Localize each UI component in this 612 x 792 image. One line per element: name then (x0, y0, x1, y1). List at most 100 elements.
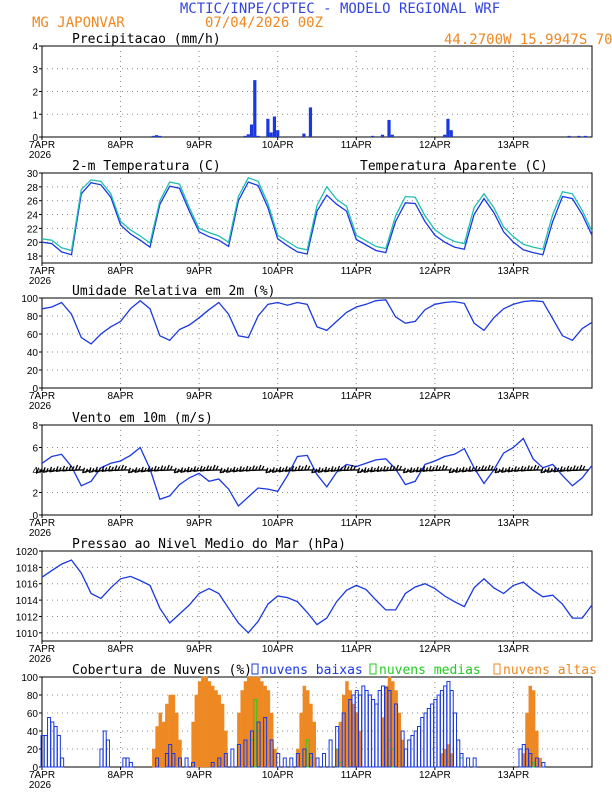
cloud-bar-high (220, 703, 225, 768)
y-tick-label: 1020 (16, 547, 39, 558)
cloud-bar-low (377, 690, 382, 768)
y-tick-label: 20 (27, 366, 39, 377)
wind-barb-flag (575, 466, 579, 471)
wind-barb-flag (180, 467, 184, 473)
wind-barb-flag (379, 467, 383, 472)
wind-barb-flag (91, 468, 95, 473)
chart-title: MCTIC/INPE/CPTEC - MODELO REGIONAL WRF (180, 1, 500, 17)
x-tick-label: 10APR (262, 140, 294, 151)
wind-barb-flag (582, 465, 586, 471)
precip-bar (308, 107, 313, 137)
wind-barb-flag (278, 466, 282, 473)
wind-barb-flag (520, 465, 524, 472)
wind-barb-flag (81, 467, 86, 474)
wind-barb-flag (431, 466, 435, 472)
panel-frame (41, 676, 593, 768)
legend-label-high: nuvens altas (503, 663, 597, 678)
wind-barb-flag (215, 465, 219, 471)
x-tick-label: 13APR (498, 518, 530, 529)
wind-barb-flag (311, 467, 315, 474)
y-tick-label: 28 (27, 183, 39, 194)
cloud-bar-low (541, 762, 546, 768)
precip-bar (154, 135, 159, 137)
wind-barb-flag (166, 464, 170, 471)
x-tick-label: 9APR (186, 644, 212, 655)
y-tick-label: 18 (27, 252, 39, 263)
cloud-bar-high (174, 712, 179, 768)
wind-barb-flag (189, 467, 193, 473)
wind-barb-flag (441, 464, 445, 471)
panel-frame (41, 297, 593, 389)
wind-barb-flag (389, 465, 393, 471)
wind-barb-flag (39, 468, 43, 474)
wind-barb-flag (556, 467, 560, 473)
precip-bar (266, 118, 270, 137)
cloud-bar-low (328, 739, 333, 768)
wind-barb-flag (343, 465, 347, 471)
cloud-bar-low (423, 712, 428, 768)
wind-barb-flag (281, 467, 285, 473)
x-tick-label: 13APR (498, 644, 530, 655)
wind-barb-flag (186, 466, 190, 473)
wind-barb-flag (291, 465, 295, 472)
x-tick-label: 12APR (419, 140, 451, 151)
cloud-bar-low (308, 753, 313, 768)
wind-barb-flag (425, 467, 429, 472)
wind-barb-flag (477, 466, 481, 472)
wind-barb-flag (330, 466, 334, 472)
precip-bar (246, 134, 250, 137)
wind-barb-flag (317, 467, 321, 473)
wind-barb-flag (412, 468, 416, 473)
wind-barb-flag (97, 467, 101, 473)
y-tick-label: 80 (27, 691, 39, 702)
cloud-bar-low (407, 739, 412, 768)
wind-barb-flag (71, 466, 75, 471)
wind-barb-flag (349, 464, 354, 471)
y-tick-label: 2 (32, 489, 38, 500)
x-tick-label: 13APR (498, 391, 530, 402)
wind-barb-flag (219, 467, 223, 474)
x-tick-label: 7APR (29, 266, 55, 277)
cloud-bar-high (210, 685, 215, 768)
cloud-bar-high (214, 690, 218, 768)
y-tick-label: 100 (21, 673, 38, 684)
cloud-bar-low (534, 757, 539, 768)
wind-barb-flag (487, 464, 491, 471)
y-tick-label: 22 (27, 224, 39, 235)
wind-barb-flag (199, 465, 203, 472)
cloud-bar-low (456, 739, 461, 768)
legend-box-low (251, 663, 259, 675)
wind-barb-flag (326, 467, 331, 473)
temp-line-0 (41, 181, 593, 256)
wind-barb-flag (382, 465, 386, 472)
wind-barb-flag (208, 466, 213, 471)
legend-label-low: nuvens baixas (261, 663, 363, 678)
wind-barb-flag (143, 467, 147, 473)
x-tick-label: 9APR (186, 518, 212, 529)
wind-barb-flag (202, 466, 206, 472)
precip-bar (272, 116, 277, 137)
wind-barb-flag (258, 464, 262, 471)
x-year-label: 2026 (29, 401, 52, 412)
wind-barb-flag (356, 467, 361, 474)
precip-bar (443, 134, 447, 137)
cloud-bar-low (56, 735, 61, 768)
wind-barb-flag (314, 468, 318, 474)
wind-barb-flag (559, 466, 563, 472)
cloud-bar-low (282, 757, 287, 768)
x-year-label: 2026 (29, 150, 52, 161)
y-tick-label: 1018 (16, 563, 39, 574)
wind-barb-flag (225, 467, 230, 473)
y-tick-label: 1012 (16, 612, 39, 623)
wind-barb-flag (134, 467, 138, 473)
y-tick-label: 3 (32, 65, 38, 76)
cloud-bar-high (531, 690, 536, 768)
wind-barb-flag (248, 466, 252, 472)
cloud-bar-high (266, 690, 271, 768)
y-tick-label: 1016 (16, 580, 39, 591)
x-tick-label: 11APR (341, 518, 372, 529)
cloud-bar-low (410, 735, 415, 768)
wind-barb-flag (566, 465, 570, 472)
cloud-bar-low (413, 730, 418, 768)
cloud-bar-low (50, 721, 55, 768)
